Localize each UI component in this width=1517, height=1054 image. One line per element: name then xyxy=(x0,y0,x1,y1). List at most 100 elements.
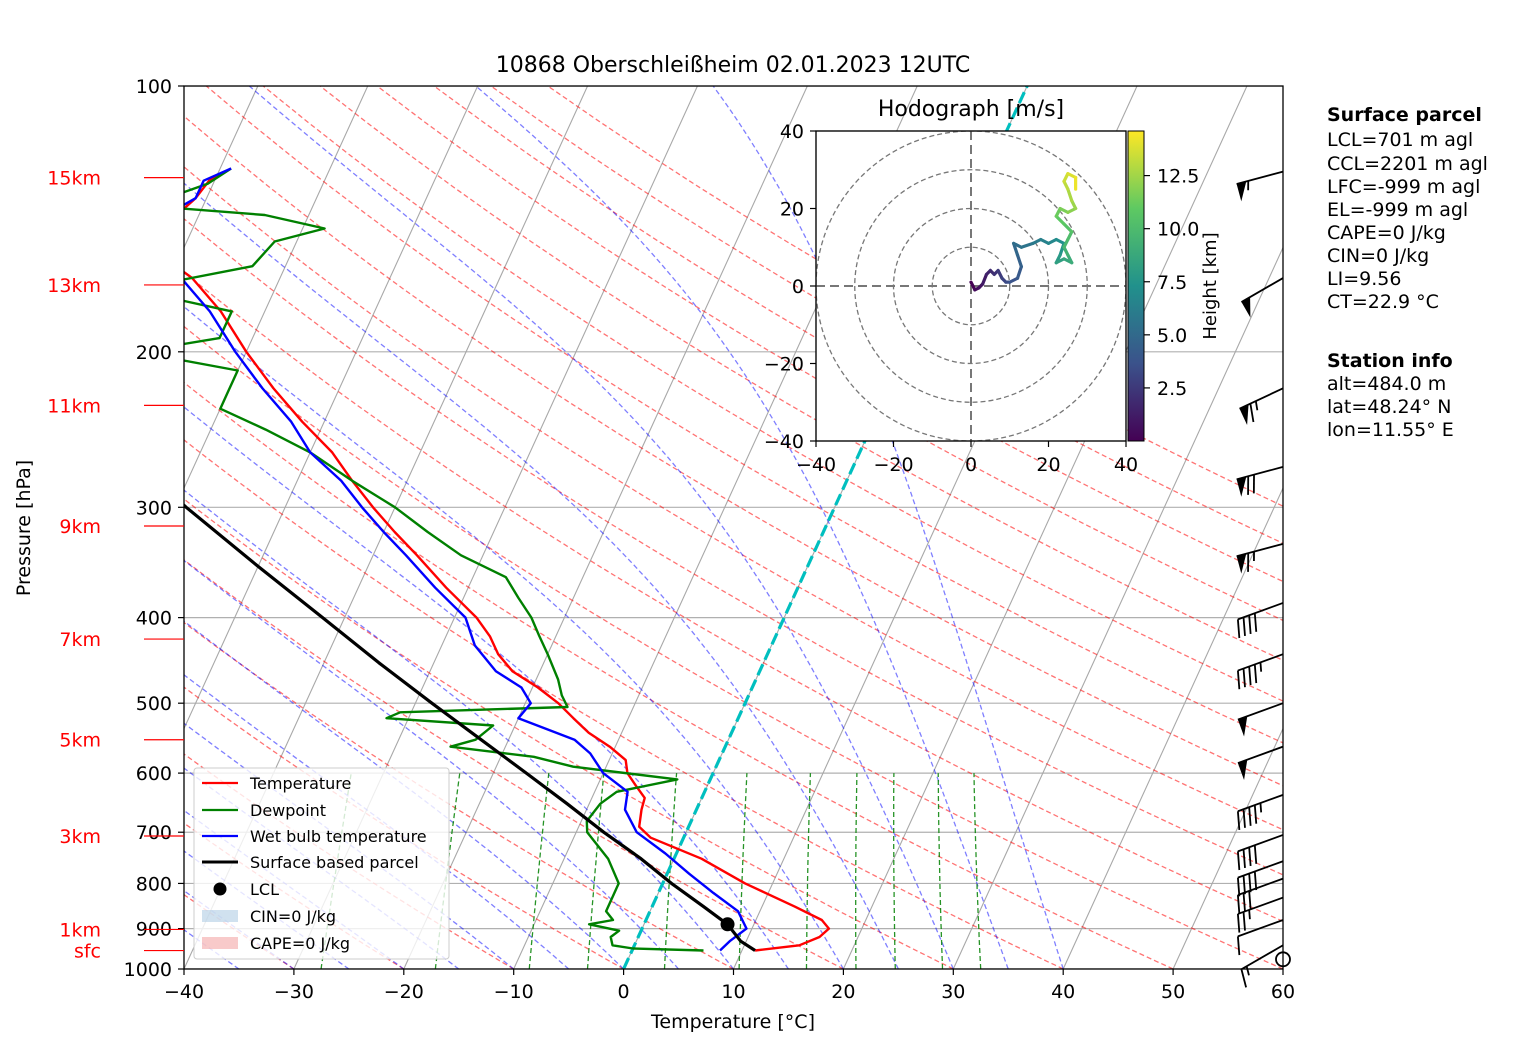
isotherm xyxy=(184,86,479,730)
wind-barb xyxy=(1236,602,1284,639)
legend-cape: CAPE=0 J/kg xyxy=(250,934,350,953)
height-marker-label: 15km xyxy=(47,168,101,190)
series-line xyxy=(184,167,831,952)
station-info-line: lon=11.55° E xyxy=(1327,419,1454,441)
x-tick-label: 50 xyxy=(1161,981,1185,1003)
dry-adiabat xyxy=(184,621,734,969)
hodograph-x-tick-label: −20 xyxy=(873,454,913,476)
series-line xyxy=(184,167,704,952)
y-tick-label: 700 xyxy=(136,822,172,844)
surface-parcel-line: CT=22.9 °C xyxy=(1327,291,1439,313)
station-info-panel: Station info alt=484.0 m lat=48.24° N lo… xyxy=(1327,350,1454,441)
y-tick-label: 800 xyxy=(136,873,172,895)
colorbar-tick-label: 5.0 xyxy=(1157,325,1187,347)
hodograph-inset: −40 −20 0 20 40 40 20 0 −20 −40 Hodograph [m/s] 2… xyxy=(764,97,1221,476)
mixing-ratio-line xyxy=(663,773,678,969)
surface-parcel-line: EL=-999 m agl xyxy=(1327,199,1468,221)
dry-adiabat xyxy=(184,325,1283,969)
surface-parcel-panel: Surface parcel LCL=701 m agl CCL=2201 m … xyxy=(1327,104,1488,313)
hodograph-y-tick-label: −20 xyxy=(764,354,804,376)
height-marker-label: 7km xyxy=(59,629,101,651)
colorbar-tick-label: 12.5 xyxy=(1157,166,1199,188)
x-tick-label: 20 xyxy=(831,981,855,1003)
station-info-line: alt=484.0 m xyxy=(1327,373,1446,395)
legend-lcl: LCL xyxy=(250,880,279,899)
isotherm xyxy=(952,246,1283,969)
legend-cape-swatch xyxy=(202,937,238,949)
legend-cin-swatch xyxy=(202,910,238,922)
mixing-ratio-line xyxy=(738,773,748,969)
hodograph-y-tick-label: −40 xyxy=(764,431,804,453)
x-axis-label: Temperature [°C] xyxy=(650,1011,815,1033)
y-tick-label: 300 xyxy=(136,497,172,519)
x-tick-label: −40 xyxy=(164,981,204,1003)
hodograph-y-tick-label: 20 xyxy=(780,199,804,221)
dry-adiabat xyxy=(184,217,1283,876)
dry-adiabat xyxy=(184,381,1174,969)
legend: Temperature Dewpoint Wet bulb temperatur… xyxy=(193,767,450,960)
wind-barb xyxy=(1236,653,1284,690)
x-tick-label: 60 xyxy=(1271,981,1295,1003)
surface-parcel-line: LCL=701 m agl xyxy=(1327,129,1473,151)
wind-barb xyxy=(1236,860,1284,897)
hodograph-segment xyxy=(981,272,989,286)
legend-parcel: Surface based parcel xyxy=(250,853,419,872)
y-tick-label: 100 xyxy=(136,76,172,98)
x-tick-label: −10 xyxy=(494,981,534,1003)
moist-adiabat xyxy=(184,305,844,969)
x-tick-label: −20 xyxy=(384,981,424,1003)
mixing-ratio-line xyxy=(855,773,858,969)
isotherm xyxy=(184,86,259,249)
moist-adiabat xyxy=(248,86,954,969)
mixing-ratio-line xyxy=(937,773,944,969)
hodograph-title: Hodograph [m/s] xyxy=(878,97,1064,122)
isotherm xyxy=(842,86,1248,969)
mixing-ratio-line xyxy=(973,773,982,969)
wind-barb xyxy=(1237,702,1284,737)
x-tick-label: 0 xyxy=(618,981,630,1003)
height-marker-label: 9km xyxy=(59,516,101,538)
isotherm xyxy=(184,86,369,490)
mixing-ratio-line xyxy=(586,773,605,969)
isotherm xyxy=(1062,486,1283,969)
series-line xyxy=(184,503,756,952)
chart-title: 10868 Oberschleißheim 02.01.2023 12UTC xyxy=(496,53,971,78)
legend-cin: CIN=0 J/kg xyxy=(250,907,336,926)
moist-adiabat xyxy=(475,86,1009,969)
hodograph-segment xyxy=(1054,214,1066,226)
y-tick-label: 400 xyxy=(136,608,172,630)
colorbar-tick-label: 2.5 xyxy=(1157,378,1187,400)
isotherm xyxy=(403,86,808,969)
y-tick-label: 600 xyxy=(136,763,172,785)
hodograph-segment xyxy=(1066,187,1074,203)
wind-barb xyxy=(1236,466,1284,497)
surface-parcel-line: LI=9.56 xyxy=(1327,268,1401,290)
wind-barb xyxy=(1236,170,1284,202)
moist-adiabat xyxy=(184,182,899,969)
colorbar-tick-label: 7.5 xyxy=(1157,272,1187,294)
wind-barb xyxy=(1240,944,1284,988)
y-tick-label: 200 xyxy=(136,342,172,364)
dry-adiabat xyxy=(184,166,1283,831)
wind-barb xyxy=(1236,834,1284,871)
isotherm xyxy=(1172,727,1283,969)
y-axis-label: Pressure [hPa] xyxy=(13,460,35,596)
hodograph-segment xyxy=(1062,222,1074,234)
x-tick-label: 10 xyxy=(721,981,745,1003)
colorbar xyxy=(1127,130,1145,442)
mixing-ratio-line xyxy=(893,773,896,969)
station-info-line: lat=48.24° N xyxy=(1327,396,1451,418)
colorbar-tick-label: 10.0 xyxy=(1157,219,1199,241)
wind-barb xyxy=(1240,277,1284,318)
moist-adiabat xyxy=(184,620,625,969)
wind-barb xyxy=(1236,542,1284,574)
legend-wetbulb: Wet bulb temperature xyxy=(250,827,427,846)
hodograph-x-tick-label: 0 xyxy=(965,454,977,476)
series-line xyxy=(184,167,748,952)
wind-barb xyxy=(1236,794,1284,830)
surface-parcel-line: CAPE=0 J/kg xyxy=(1327,222,1446,244)
moist-adiabat xyxy=(184,559,679,969)
moist-adiabat xyxy=(184,489,735,969)
colorbar-label: Height [km] xyxy=(1200,232,1221,339)
